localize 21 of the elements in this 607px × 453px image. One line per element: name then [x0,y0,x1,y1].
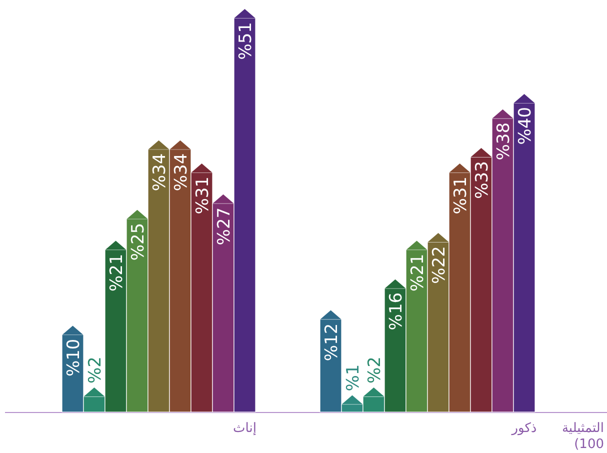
x-tick-label: إناث [233,421,256,436]
data-label: %38 [494,122,514,160]
data-label: %21 [408,254,428,292]
data-label: %34 [150,153,170,192]
data-label: %51 [236,22,256,60]
data-label: %27 [214,207,234,246]
data-label: %31 [450,176,471,214]
data-label: %22 [429,246,450,284]
data-label: %2 [85,356,106,384]
data-label: %33 [472,161,492,199]
data-label: %12 [322,323,342,362]
data-label: %21 [106,254,127,292]
data-label: %34 [171,153,192,192]
data-label: %16 [386,292,406,330]
x-tick-label: ذكور [510,421,537,436]
data-label: %1 [343,364,364,392]
data-label: %31 [192,176,213,214]
data-label: %40 [515,106,536,145]
data-label: %10 [64,338,84,377]
data-label: %2 [364,356,385,384]
data-label: %25 [128,222,148,261]
